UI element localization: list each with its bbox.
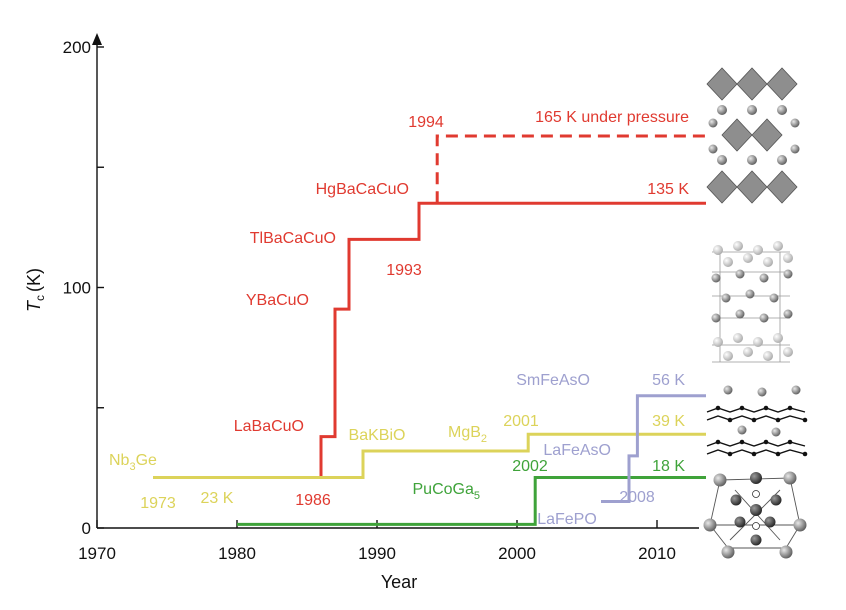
mgb2-structure: [706, 385, 808, 457]
series-line-iron-based: [601, 394, 706, 503]
annotation-tlbacacuo: TlBaCaCuO: [250, 230, 336, 247]
annotation-2001: 2001: [503, 413, 539, 430]
annotation-1993: 1993: [386, 262, 422, 279]
annotation-2002: 2002: [512, 458, 548, 475]
annotation-56k: 56 K: [652, 372, 685, 389]
annotation-23k: 23 K: [201, 490, 234, 507]
x-tick-label: 1980: [218, 544, 256, 563]
x-axis-title: Year: [381, 572, 417, 592]
annotation-1986: 1986: [295, 492, 331, 509]
annotation-bakbio: BaKBiO: [349, 427, 406, 444]
x-tick-label: 1990: [358, 544, 396, 563]
annotation-hgbacacuo: HgBaCaCuO: [316, 181, 409, 198]
axes: [92, 33, 699, 529]
annotation-1994: 1994: [408, 114, 444, 131]
annotation-pucoga5: PuCoGa5: [413, 481, 481, 502]
y-axis-title: Tc(K): [24, 268, 47, 312]
annotation-nb3ge: Nb3Ge: [109, 452, 157, 473]
annotation-18k: 18 K: [652, 458, 685, 475]
cuprate-perovskite-structure: [706, 67, 800, 204]
annotation-lafeaso: LaFeAsO: [543, 442, 611, 459]
annotation-ybacuo: YBaCuO: [246, 292, 309, 309]
y-tick-label: 200: [63, 38, 91, 57]
annotation-165k-under-pressure: 165 K under pressure: [535, 109, 689, 126]
x-tick-label: 2010: [638, 544, 676, 563]
y-tick-label: 0: [82, 519, 91, 538]
series-line-conventional-bcs: [153, 432, 706, 479]
pucoga5-structure: [703, 471, 807, 559]
annotation-1973: 1973: [140, 495, 176, 512]
y-axis-arrow: [92, 33, 102, 45]
x-tick-label: 2000: [498, 544, 536, 563]
axis-titles: Year Tc(K): [24, 268, 417, 592]
series-line-heavy-fermion: [237, 476, 706, 526]
ticks: 1970 1980 1990 2000 2010 0 100 200: [63, 38, 676, 563]
annotation-39k: 39 K: [652, 413, 685, 430]
annotation-smfeaso: SmFeAsO: [516, 372, 590, 389]
annotation-labacuo: LaBaCuO: [234, 418, 304, 435]
series-layer: [153, 134, 706, 526]
series-line-cuprates-under-pressure: [435, 134, 706, 204]
annotation-mgb2: MgB2: [448, 424, 487, 445]
annotation-135k: 135 K: [647, 181, 689, 198]
x-tick-label: 1970: [78, 544, 116, 563]
series-line-cuprates: [319, 201, 706, 478]
iron-pnictide-structure: [711, 241, 793, 363]
y-tick-label: 100: [63, 279, 91, 298]
annotation-lafepo: LaFePO: [537, 511, 597, 528]
annotations: 165 K under pressure 1994 HgBaCaCuO 135 …: [109, 109, 689, 528]
annotation-2008: 2008: [619, 489, 655, 506]
